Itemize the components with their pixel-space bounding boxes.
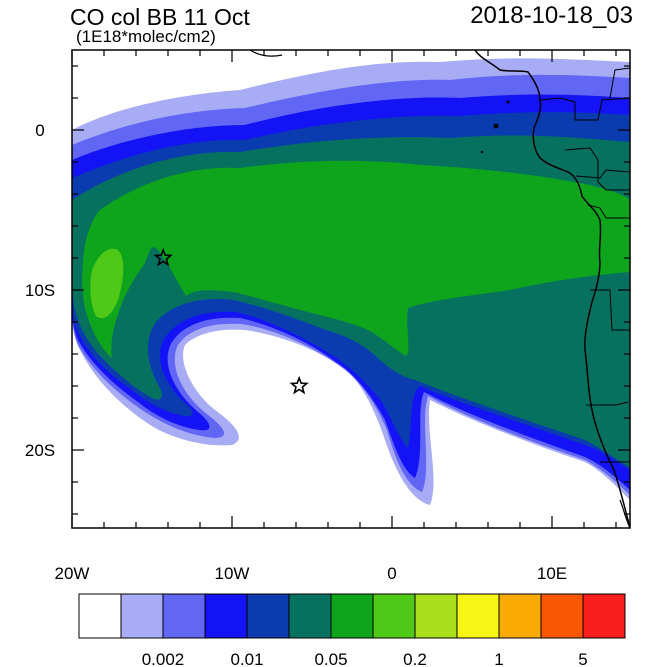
lon-tick-label: 10W — [215, 564, 250, 583]
co-plume — [72, 58, 630, 505]
map-title: CO col BB 11 Oct — [70, 4, 250, 30]
africa-coastline — [249, 50, 630, 528]
colorbar-label: 0.05 — [314, 650, 347, 667]
lon-tick-label: 10E — [537, 564, 567, 583]
colorbar-swatch — [288, 593, 332, 639]
star-marker — [289, 375, 309, 395]
island — [506, 100, 510, 104]
colorbar-labels: 0.002 0.01 0.05 0.2 1 5 — [142, 650, 588, 667]
colorbar-swatch — [246, 593, 290, 639]
plume-layer-green — [82, 160, 630, 358]
plume-layer-lightgreen — [90, 248, 124, 319]
colorbar-label: 0.2 — [403, 650, 427, 667]
colorbar-label: 1 — [494, 650, 503, 667]
units-label: (1E18*molec/cm2) — [76, 27, 216, 46]
coast-north — [249, 50, 283, 57]
plot-frame — [71, 49, 631, 529]
lon-tick-label: 0 — [387, 564, 396, 583]
lon-tick-label: 20W — [55, 564, 90, 583]
lat-tick-label: 10S — [25, 281, 55, 300]
colorbar-label: 0.01 — [230, 650, 263, 667]
island — [480, 150, 484, 154]
colorbar-swatch — [204, 593, 248, 639]
colorbar-swatch — [582, 593, 626, 639]
colorbar-swatch — [414, 593, 458, 639]
colorbar-swatch — [372, 593, 416, 639]
border-line — [539, 97, 630, 121]
border-line — [587, 204, 630, 219]
border-line — [590, 289, 630, 331]
axis-ticks — [71, 50, 630, 528]
lat-tick-label: 0 — [35, 121, 44, 140]
border-line — [586, 401, 629, 406]
colorbar-swatch — [120, 593, 164, 639]
colorbar-swatch — [162, 593, 206, 639]
colorbar-swatch — [540, 593, 584, 639]
colorbar-swatch — [498, 593, 542, 639]
colorbar-swatch — [78, 593, 122, 639]
marker-layer — [153, 247, 309, 395]
colorbar-label: 0.002 — [142, 650, 185, 667]
star-marker — [153, 247, 173, 267]
coast-south-tip — [619, 499, 630, 528]
border-line — [575, 169, 630, 179]
colorbar-swatch — [330, 593, 374, 639]
border-line — [609, 67, 630, 99]
island — [493, 123, 499, 129]
colorbar-label: 5 — [578, 650, 587, 667]
axis-tick-labels: 20W 10W 0 10E 0 10S 20S — [25, 121, 567, 583]
border-line — [564, 147, 630, 191]
colorbar-swatch — [456, 593, 500, 639]
colorbar — [78, 593, 626, 639]
valid-datetime: 2018-10-18_03 — [470, 2, 633, 29]
lat-tick-label: 20S — [25, 441, 55, 460]
